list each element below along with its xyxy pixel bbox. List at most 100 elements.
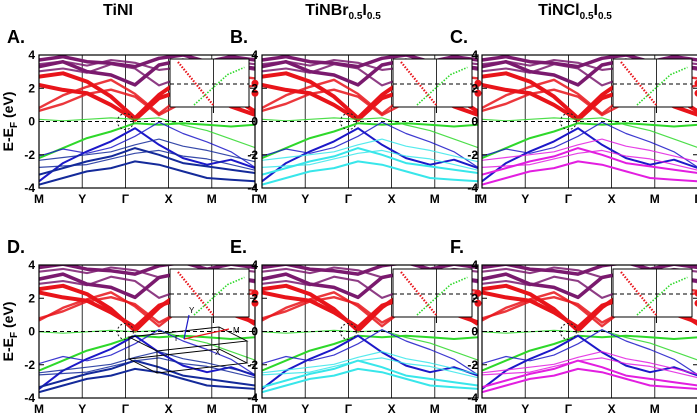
k-point-label: X [608,192,616,206]
y-tick-label: 4 [28,48,35,62]
y-tick-label: 4 [471,48,478,62]
inset-band-red [620,61,658,107]
inset-band-red [400,61,438,107]
y-tick-label: 0 [471,325,478,339]
y-tick-label: 4 [471,258,478,272]
band-magenta-2 [482,357,697,379]
inset-band-red [177,271,215,317]
gamma-highlight-circle [559,323,577,340]
band-magenta [482,160,697,186]
panel-e: E.420-2-4M Y Γ X M Γ [230,237,482,416]
band-magenta [482,367,697,394]
band-blue-2 [262,121,478,168]
y-tick-label: -4 [24,391,35,405]
band-green [39,122,255,160]
edge-marker [694,89,697,97]
band-magenta [39,367,255,394]
edge-marker [694,79,697,87]
panel-label: E. [230,237,247,257]
column-header-1: TiNI [103,2,133,19]
edge-marker [251,289,259,297]
k-point-label: Y [78,192,86,206]
k-point-label: Y [301,402,309,416]
gamma-highlight-circle [559,113,577,130]
inset-band-green [416,66,468,106]
band-cyan [262,359,478,389]
bz-label: Y [189,306,195,315]
brillouin-zone-inset: M Y Γ X [127,306,249,374]
y-tick-label: -4 [467,181,478,195]
y-tick-label: -2 [24,148,35,162]
y-tick-label: -2 [467,148,478,162]
bands [39,55,255,188]
band-green [262,122,478,160]
k-point-label: M [477,192,487,206]
gamma-highlight-circle [339,323,357,340]
k-point-label: Γ [251,192,259,206]
band-purple [39,265,255,276]
bz-axis [183,314,190,340]
panel-label: B. [230,27,248,47]
y-tick-label: -2 [467,358,478,372]
bz-bottom-face [127,348,249,374]
k-point-label: Y [521,192,529,206]
k-point-label: M [257,402,267,416]
k-point-label: M [207,192,217,206]
y-tick-label: 0 [251,115,258,129]
gamma-highlight-circle [339,113,357,130]
inset-band-red [177,61,215,107]
k-point-label: Γ [251,402,259,416]
y-tick-label: 2 [471,81,478,95]
y-tick-label: 4 [251,48,258,62]
band-magenta [262,367,478,394]
inset-band-green [193,66,245,106]
panel-label: D. [7,237,25,257]
edge-marker [474,299,482,307]
panel-a: A.420-2-4M Y Γ X M Γ [7,27,259,206]
band-green [482,122,697,160]
k-point-label: Γ [565,402,573,416]
k-point-label: M [650,402,660,416]
band-cyan-2 [262,351,478,375]
band-green [262,334,478,372]
y-tick-label: -4 [467,391,478,405]
band-magenta-2 [262,149,478,171]
inset-band-green [416,276,468,316]
column-header-2: TiNBr0.5I0.5 [305,2,381,22]
y-tick-label: -2 [247,148,258,162]
y-tick-label: 2 [471,291,478,305]
y-tick-label: -2 [247,358,258,372]
inset-zoom [392,268,473,323]
gamma-highlight-circle [116,323,134,340]
inset-band-red [620,271,658,317]
edge-marker [474,289,482,297]
k-point-label: Γ [345,192,353,206]
k-point-label: M [34,402,44,416]
k-point-label: Y [301,192,309,206]
y-tick-label: 0 [28,115,35,129]
k-point-label: M [650,192,660,206]
k-point-label: Γ [694,192,697,206]
panel-b: B.420-2-4M Y Γ X M Γ [230,27,482,206]
y-tick-label: 2 [251,291,258,305]
k-point-label: Γ [474,192,482,206]
k-point-label: X [388,402,396,416]
inset-band-red [400,271,438,317]
band-cyan [39,359,255,389]
inset-band-green [636,276,688,316]
band-blue-2 [262,329,478,376]
inset-band-green [193,276,245,316]
band-magenta-2 [39,357,255,379]
band-green-2 [39,117,255,149]
k-point-label: Γ [122,402,130,416]
bz-label: X [215,348,221,357]
band-purple [482,265,697,276]
inset-zoom [612,268,693,323]
panel-label: C. [450,27,468,47]
edge-marker [251,79,259,87]
y-tick-label: 0 [28,325,35,339]
band-green-2 [482,117,697,148]
